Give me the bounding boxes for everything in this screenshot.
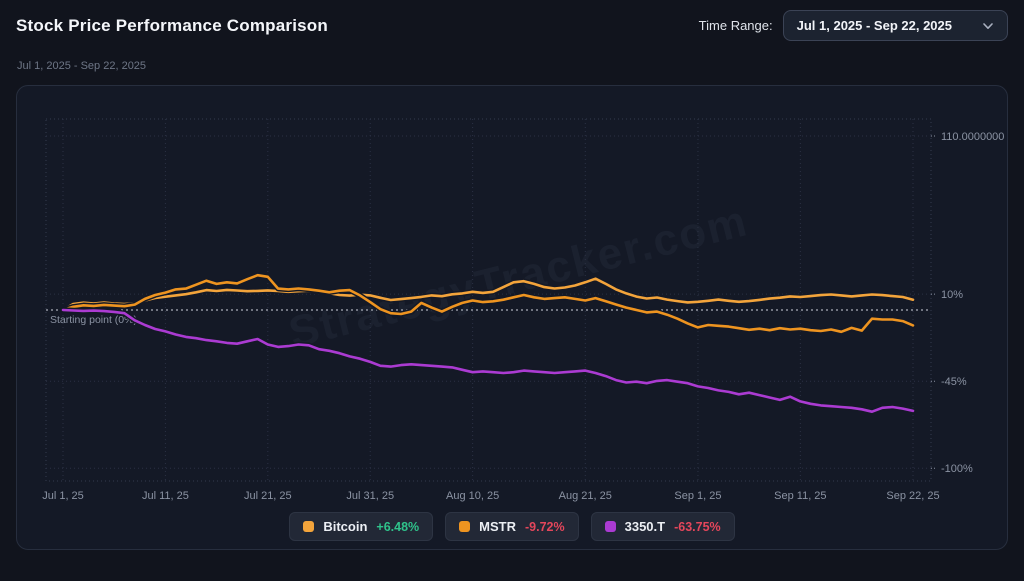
x-axis-label: Sep 22, 25 xyxy=(886,490,939,502)
x-axis-label: Sep 11, 25 xyxy=(774,490,826,502)
time-range-control: Time Range: Jul 1, 2025 - Sep 22, 2025 xyxy=(699,10,1008,41)
date-range-subtitle: Jul 1, 2025 - Sep 22, 2025 xyxy=(17,60,147,72)
page-title: Stock Price Performance Comparison xyxy=(16,15,328,35)
series-line-3350.T xyxy=(61,308,915,414)
plot-border xyxy=(45,118,932,482)
x-axis-label: Jul 11, 25 xyxy=(142,490,189,502)
series-line-MSTR xyxy=(61,273,915,334)
performance-chart: StrategyTracker.com 110.0000000 10% -45% -10… xyxy=(42,118,1004,502)
legend-swatch-icon xyxy=(604,521,616,532)
page-header: Stock Price Performance Comparison Time … xyxy=(0,0,1024,41)
legend-swatch-icon xyxy=(459,521,471,532)
x-axis-label: Jul 1, 25 xyxy=(42,490,84,502)
series-line-Bitcoin xyxy=(61,277,915,312)
chevron-down-icon xyxy=(982,20,994,32)
x-axis-label: Aug 21, 25 xyxy=(559,490,612,502)
x-axis-label: Sep 1, 25 xyxy=(674,490,721,502)
y-axis-label: -100% xyxy=(941,463,973,475)
watermark: StrategyTracker.com xyxy=(284,196,753,357)
legend-item-3350.t[interactable]: 3350.T -63.75% xyxy=(590,512,735,541)
legend-swatch-icon xyxy=(303,521,315,532)
legend-item-mstr[interactable]: MSTR -9.72% xyxy=(445,512,579,541)
chart-panel: StrategyTracker.com 110.0000000 10% -45% -10… xyxy=(16,85,1008,550)
legend-item-bitcoin[interactable]: Bitcoin +6.48% xyxy=(289,512,434,541)
legend-series-change: -9.72% xyxy=(525,519,565,534)
y-axis-label: 110.0000000 xyxy=(941,131,1004,143)
legend-series-name: MSTR xyxy=(479,519,516,534)
chart-legend: Bitcoin +6.48% MSTR -9.72% 3350.T -63.75% xyxy=(17,512,1007,541)
time-range-label: Time Range: xyxy=(698,18,773,33)
baseline-label: Starting point (0%) xyxy=(50,314,137,326)
y-axis-label: -45% xyxy=(941,376,967,388)
legend-series-name: 3350.T xyxy=(624,519,666,534)
x-axis-label: Aug 10, 25 xyxy=(446,490,499,502)
time-range-dropdown[interactable]: Jul 1, 2025 - Sep 22, 2025 xyxy=(782,10,1008,41)
legend-series-change: +6.48% xyxy=(376,519,420,534)
time-range-value: Jul 1, 2025 - Sep 22, 2025 xyxy=(796,18,952,33)
x-axis-label: Jul 21, 25 xyxy=(244,490,292,502)
legend-series-change: -63.75% xyxy=(674,519,721,534)
y-axis-label: 10% xyxy=(941,289,963,301)
legend-series-name: Bitcoin xyxy=(323,519,368,534)
x-axis-label: Jul 31, 25 xyxy=(346,490,394,502)
series-halo-3350.T xyxy=(60,307,916,415)
